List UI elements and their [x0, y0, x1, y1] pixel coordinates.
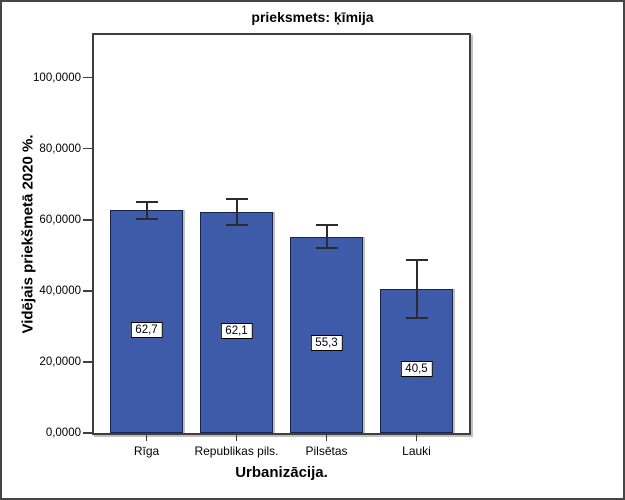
x-category-label: Republikas pils. [194, 444, 279, 458]
y-tick-label: 100,0000 [33, 71, 81, 84]
error-bar [145, 201, 148, 219]
x-category-label: Pilsētas [305, 444, 348, 458]
x-tick-mark [325, 435, 328, 441]
error-bar-upper-cap [315, 224, 338, 227]
y-tick-label: 20,0000 [39, 355, 81, 368]
y-tick-label: 60,0000 [39, 213, 81, 226]
bar-value-label: 55,3 [310, 334, 343, 351]
x-category-label: Lauki [402, 444, 431, 458]
error-bar-lower-cap [225, 224, 248, 227]
x-tick-mark [145, 435, 148, 441]
y-tick-mark [83, 361, 92, 363]
x-tick-mark [415, 435, 418, 441]
bar-value-label: 40,5 [400, 361, 433, 378]
x-tick-mark [235, 435, 238, 441]
plot-area: 62,7 62,1 55,3 40,5 [92, 33, 471, 435]
x-category-label: Rīga [133, 444, 160, 458]
y-axis-title: Vidējais priekšmetā 2020 %. [19, 134, 37, 334]
error-bar [325, 225, 328, 248]
error-bar-lower-cap [135, 217, 158, 220]
error-bar-lower-cap [315, 246, 338, 249]
error-bar [235, 199, 238, 226]
bar-value-label: 62,7 [130, 321, 163, 338]
error-bar-upper-cap [135, 200, 158, 203]
x-axis-title: Urbanizācija. [235, 464, 328, 481]
error-bar [415, 260, 418, 318]
y-tick-mark [83, 76, 92, 79]
y-tick-mark [83, 147, 92, 150]
y-tick-mark [83, 219, 92, 221]
error-bar-upper-cap [405, 259, 428, 262]
y-tick-label: 40,0000 [39, 284, 81, 297]
y-tick-label: 80,0000 [39, 142, 81, 155]
error-bar-lower-cap [405, 316, 428, 319]
y-tick-mark [83, 290, 92, 292]
y-tick-label: 0,0000 [45, 427, 81, 439]
error-bar-upper-cap [225, 198, 248, 201]
chart-title: prieksmets: ķīmija [251, 9, 374, 25]
bar-value-label: 62,1 [220, 322, 253, 339]
y-tick-mark [83, 432, 92, 434]
